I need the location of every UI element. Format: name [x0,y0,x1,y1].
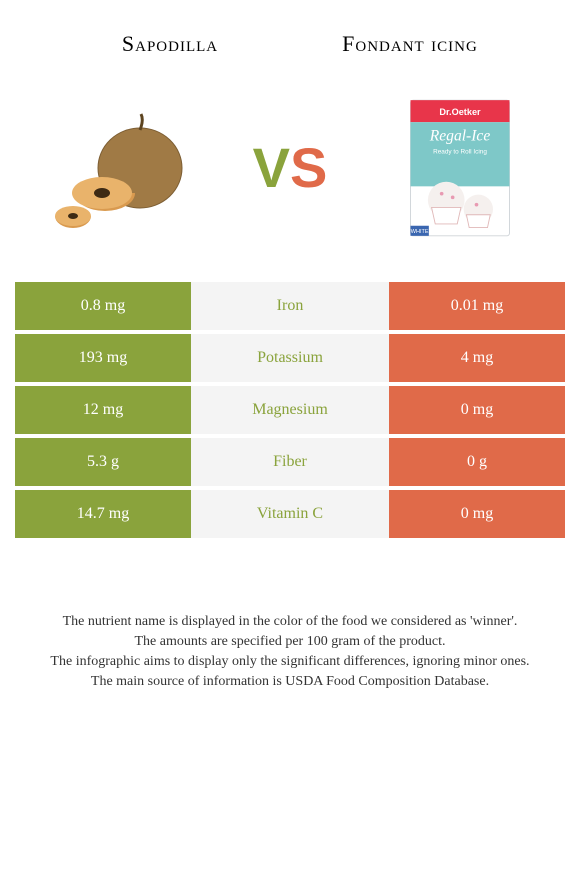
nutrient-name-cell: Vitamin C [191,490,389,538]
footnotes: The nutrient name is displayed in the co… [0,552,580,693]
svg-text:Ready to Roll Icing: Ready to Roll Icing [433,148,487,155]
svg-text:WHITE: WHITE [411,229,429,235]
left-value-cell: 0.8 mg [15,282,191,330]
nutrient-name-cell: Fiber [191,438,389,486]
comparison-row: 14.7 mgVitamin C0 mg [15,490,565,538]
comparison-row: 12 mgMagnesium0 mg [15,386,565,434]
left-value-cell: 12 mg [15,386,191,434]
right-value-cell: 0 g [389,438,565,486]
left-food-title: Sapodilla [50,31,290,57]
right-value-cell: 4 mg [389,334,565,382]
footnote-line: The infographic aims to display only the… [20,652,560,672]
titles-row: Sapodilla Fondant icing [0,0,580,68]
right-food-image: Dr.Oetker Regal-Ice Ready to Roll Icing … [380,98,540,238]
right-value-cell: 0 mg [389,490,565,538]
nutrient-comparison-table: 0.8 mgIron0.01 mg193 mgPotassium4 mg12 m… [15,278,565,542]
left-value-cell: 5.3 g [15,438,191,486]
nutrient-name-cell: Magnesium [191,386,389,434]
left-food-image [40,98,200,238]
footnote-line: The nutrient name is displayed in the co… [20,612,560,632]
vs-s: S [290,135,327,200]
comparison-row: 0.8 mgIron0.01 mg [15,282,565,330]
right-food-title: Fondant icing [290,30,530,58]
footnote-line: The amounts are specified per 100 gram o… [20,632,560,652]
comparison-row: 193 mgPotassium4 mg [15,334,565,382]
vs-label: VS [253,135,328,200]
left-value-cell: 14.7 mg [15,490,191,538]
vs-v: V [253,135,290,200]
right-value-cell: 0.01 mg [389,282,565,330]
footnote-line: The main source of information is USDA F… [20,672,560,692]
right-value-cell: 0 mg [389,386,565,434]
comparison-tbody: 0.8 mgIron0.01 mg193 mgPotassium4 mg12 m… [15,282,565,538]
left-value-cell: 193 mg [15,334,191,382]
svg-text:Regal-Ice: Regal-Ice [429,127,491,144]
svg-text:Dr.Oetker: Dr.Oetker [439,106,481,116]
images-row: VS Dr.Oetker Regal-Ice Ready to Roll Ici… [0,68,580,278]
nutrient-name-cell: Potassium [191,334,389,382]
comparison-row: 5.3 gFiber0 g [15,438,565,486]
nutrient-name-cell: Iron [191,282,389,330]
